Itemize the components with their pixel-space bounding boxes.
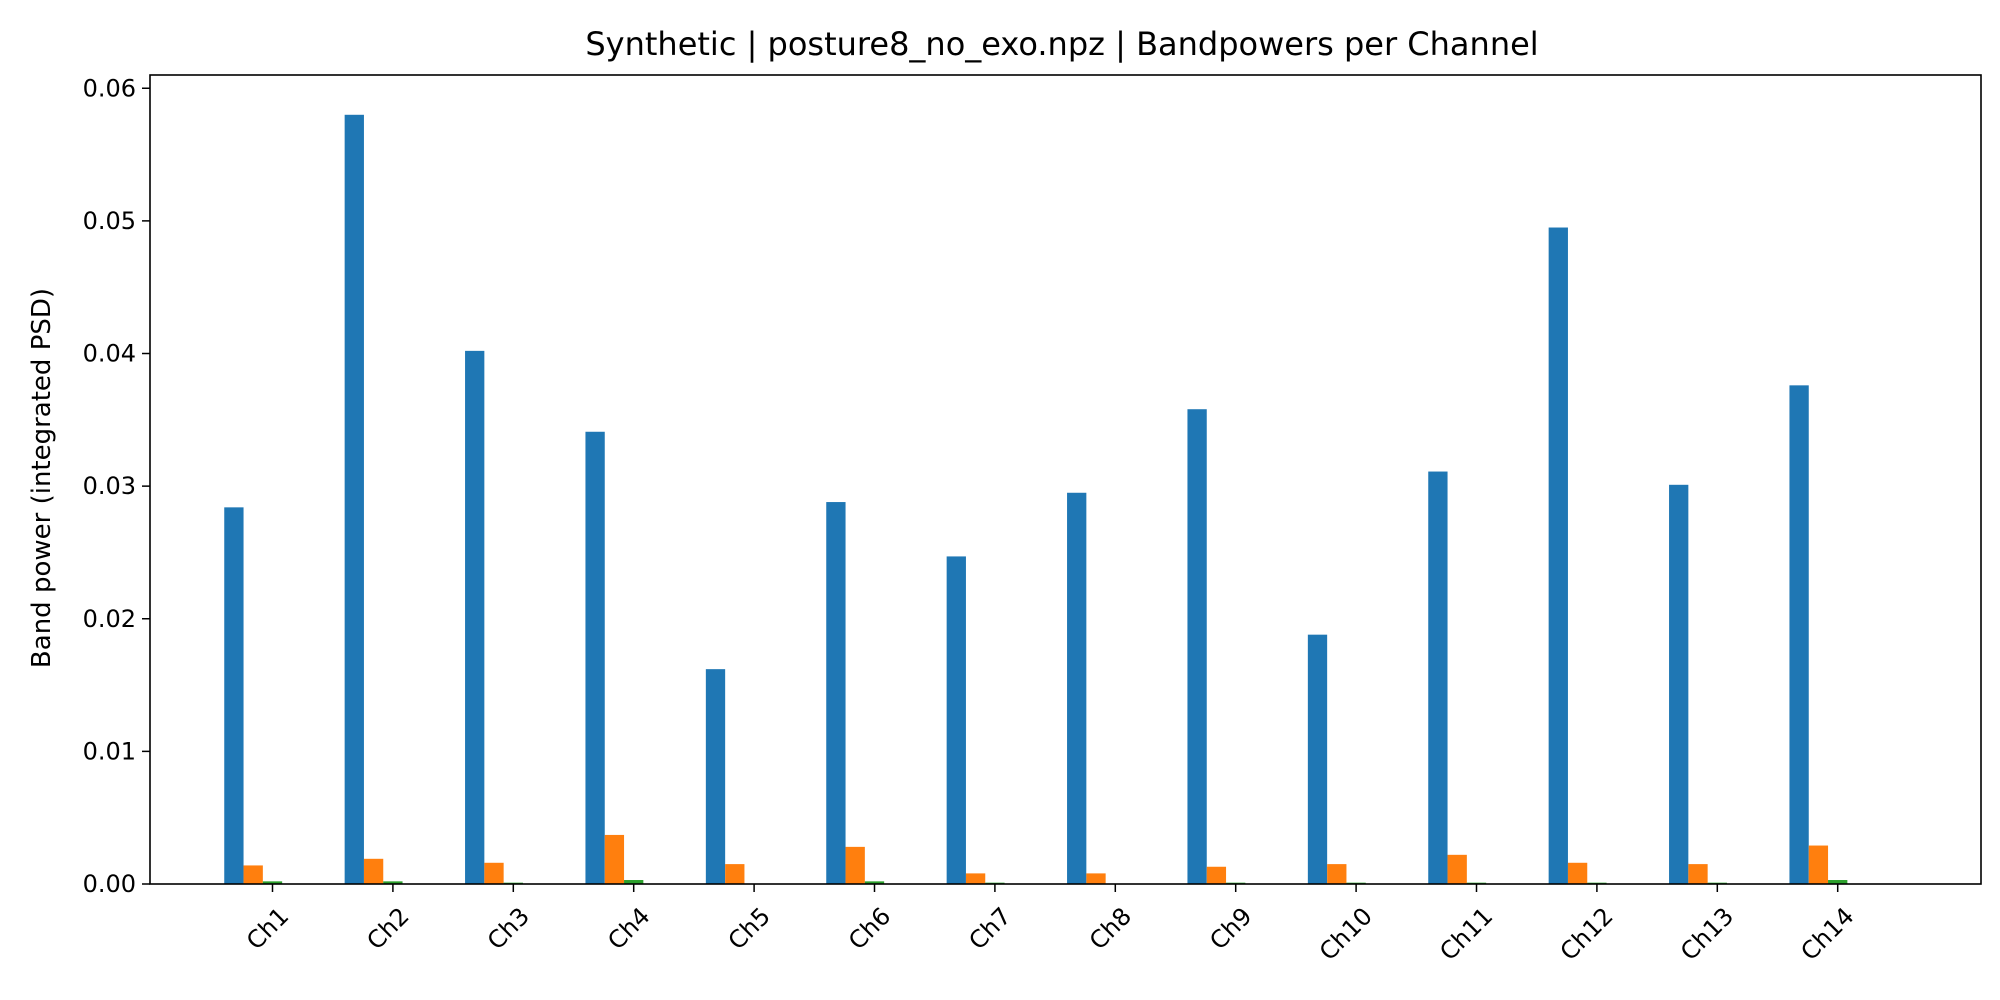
bar-ch4-series-3 — [624, 880, 644, 884]
y-tick-label: 0.02 — [83, 605, 136, 633]
bar-ch11-series-1 — [1428, 471, 1448, 884]
bar-ch8-series-2 — [1086, 873, 1106, 884]
bar-ch4-series-2 — [604, 834, 625, 884]
y-axis-label: Band power (integrated PSD) — [27, 288, 57, 668]
bar-ch1-series-1 — [224, 507, 244, 884]
bar-ch12-series-2 — [1567, 862, 1588, 884]
bar-ch1-series-2 — [243, 865, 263, 884]
bar-ch7-series-2 — [965, 873, 986, 884]
bar-ch13-series-1 — [1669, 484, 1689, 884]
bar-ch14-series-1 — [1789, 385, 1809, 884]
bar-ch1-series-3 — [262, 881, 283, 884]
bar-ch3-series-2 — [484, 862, 504, 884]
bar-ch5-series-1 — [705, 669, 726, 884]
bar-ch13-series-2 — [1688, 864, 1708, 884]
y-tick-label: 0.03 — [83, 472, 136, 500]
bar-ch10-series-2 — [1327, 864, 1347, 884]
bar-ch5-series-2 — [725, 864, 745, 884]
bar-ch2-series-3 — [383, 881, 403, 884]
chart-title: Synthetic | posture8_no_exo.npz | Bandpo… — [585, 25, 1538, 63]
bar-ch4-series-1 — [585, 431, 605, 884]
bar-ch12-series-1 — [1548, 227, 1568, 884]
y-tick-label: 0.06 — [83, 74, 136, 102]
bar-ch14-series-3 — [1828, 880, 1848, 884]
bar-ch2-series-2 — [363, 858, 384, 884]
y-tick-label: 0.00 — [83, 870, 136, 898]
bar-ch6-series-2 — [845, 846, 865, 884]
bar-ch9-series-1 — [1187, 409, 1207, 884]
bar-ch3-series-1 — [465, 350, 485, 884]
bar-ch10-series-1 — [1307, 634, 1328, 884]
y-tick-label: 0.04 — [83, 340, 136, 368]
bar-ch9-series-2 — [1206, 866, 1227, 884]
bar-ch6-series-1 — [826, 502, 846, 884]
bar-ch2-series-1 — [344, 114, 364, 885]
bar-ch8-series-1 — [1067, 492, 1087, 884]
bar-ch11-series-2 — [1447, 854, 1467, 884]
bar-ch7-series-1 — [946, 556, 966, 884]
bar-ch6-series-3 — [864, 881, 885, 884]
bar-ch14-series-2 — [1808, 845, 1829, 884]
y-tick-label: 0.01 — [83, 737, 136, 765]
y-tick-label: 0.05 — [83, 207, 136, 235]
plot-frame — [149, 74, 1982, 885]
